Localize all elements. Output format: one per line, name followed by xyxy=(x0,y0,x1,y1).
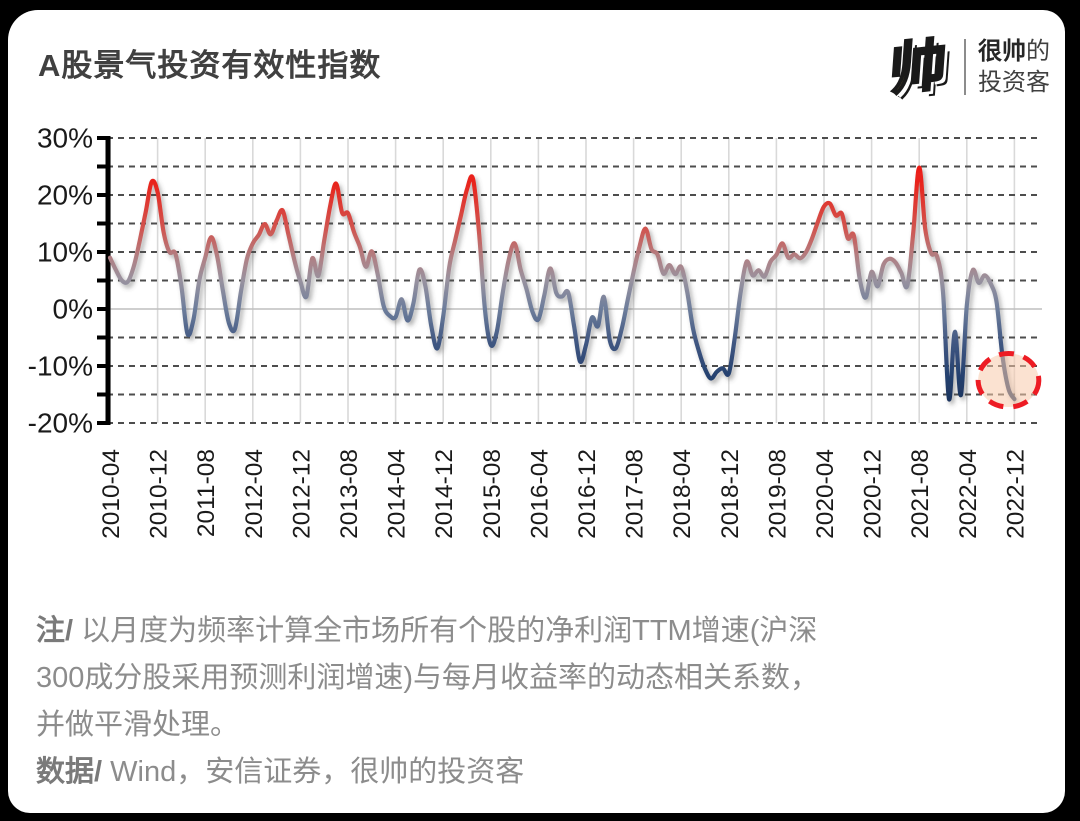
brand-logo: 帅 很帅的 投资客 xyxy=(884,22,1050,111)
brand-name-line2: 投资客 xyxy=(978,68,1050,96)
source-line: 数据/ Wind，安信证券，很帅的投资客 xyxy=(36,756,525,788)
page-title: A股景气投资有效性指数 xyxy=(38,48,382,83)
note-line-3: 并做平滑处理。 xyxy=(36,709,240,741)
logo-divider xyxy=(964,38,966,95)
note-label: 注/ xyxy=(36,615,74,647)
source-label: 数据/ xyxy=(36,756,103,788)
brand-name-line1: 很帅的 xyxy=(978,37,1050,65)
chart-card xyxy=(8,10,1065,813)
note-block: 注/ 以月度为频率计算全市场所有个股的净利润TTM增速(沪深 300成分股采用预… xyxy=(36,608,1036,796)
note-line-2: 300成分股采用预测利润增速)与每月收益率的动态相关系数， xyxy=(36,662,820,694)
brand-name: 很帅的 投资客 xyxy=(978,36,1050,98)
brand-glyph-icon: 帅 xyxy=(886,31,950,102)
note-line-1: 注/ 以月度为频率计算全市场所有个股的净利润TTM增速(沪深 xyxy=(36,615,818,647)
